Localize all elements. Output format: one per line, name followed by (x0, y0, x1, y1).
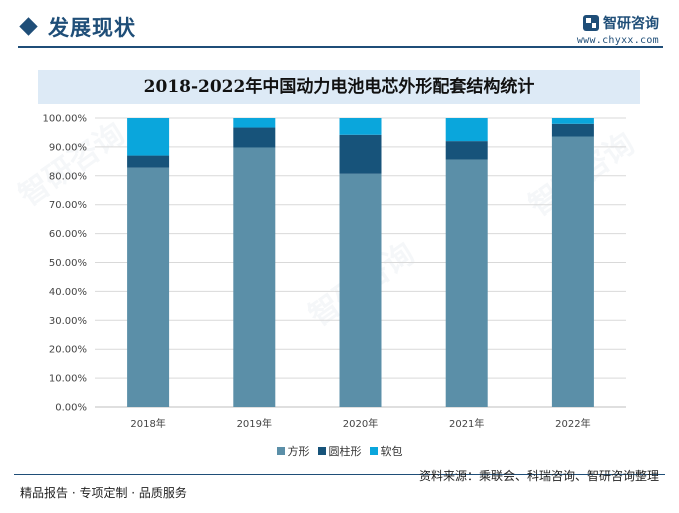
bar-segment-2-2 (339, 118, 382, 135)
x-axis: 2018年 2019年 2020年 2021年 2022年 (130, 417, 590, 430)
legend-label: 圆柱形 (328, 445, 362, 458)
y-tick-label: 90.00% (49, 142, 87, 153)
header-divider (18, 46, 663, 48)
y-tick-label: 80.00% (49, 171, 87, 182)
legend-item-2: 软包 (369, 443, 403, 459)
bar-segment-0-3 (445, 159, 488, 407)
chart-title: 2018-2022年中国动力电池电芯外形配套结构统计 (143, 77, 535, 97)
legend-label: 方形 (287, 445, 310, 458)
y-tick-label: 10.00% (49, 374, 87, 385)
x-tick-label: 2020年 (343, 417, 378, 430)
y-tick-label: 20.00% (49, 345, 87, 356)
diamond-icon (19, 17, 38, 36)
legend-item-1: 圆柱形 (317, 443, 362, 459)
legend-swatch (369, 447, 378, 455)
footer-divider (14, 474, 665, 475)
section-title: 发展现状 (48, 16, 136, 40)
y-tick-label: 50.00% (49, 258, 87, 269)
bar-segment-1-0 (127, 155, 170, 168)
legend-swatch (276, 447, 285, 455)
bar-segment-1-3 (445, 141, 488, 160)
y-axis: 0.00% 10.00% 20.00% 30.00% 40.00% 50.00% 60.00… (43, 114, 88, 414)
bar-segment-0-4 (551, 136, 594, 407)
bar-segment-1-2 (339, 134, 382, 174)
bar-segment-0-0 (127, 167, 170, 407)
y-tick-label: 30.00% (49, 316, 87, 327)
stacked-bar-chart: 0.00% 10.00% 20.00% 30.00% 40.00% 50.00% 60.00… (43, 114, 626, 430)
brand-logo: 智研咨询 www.chyxx.com (577, 12, 659, 46)
bar-segment-1-1 (233, 127, 276, 148)
bar-segment-0-1 (233, 147, 276, 407)
x-tick-label: 2019年 (237, 417, 272, 430)
legend-label: 软包 (380, 445, 403, 458)
chart-title-band: 2018-2022年中国动力电池电芯外形配套结构统计 (38, 70, 640, 104)
footer-tagline: 精品报告 · 专项定制 · 品质服务 (20, 486, 187, 500)
legend-swatch (317, 447, 326, 455)
bar-segment-2-3 (445, 118, 488, 142)
y-tick-label: 100.00% (43, 114, 88, 125)
y-tick-label: 60.00% (49, 229, 87, 240)
source-note: 资料来源：乘联会、科瑞咨询、智研咨询整理 (418, 469, 659, 483)
bar-segment-0-2 (339, 173, 382, 407)
y-tick-label: 0.00% (55, 403, 87, 414)
bar-segment-2-4 (551, 118, 594, 124)
y-tick-label: 70.00% (49, 200, 87, 211)
brand-name: 智研咨询 (603, 15, 659, 32)
page-header: 发展现状 智研咨询 www.chyxx.com (0, 0, 679, 52)
x-tick-label: 2018年 (130, 417, 165, 430)
bar-segment-2-1 (233, 118, 276, 128)
x-tick-label: 2021年 (449, 417, 484, 430)
brand-logo-icon (583, 14, 599, 31)
y-tick-label: 40.00% (49, 287, 87, 298)
x-tick-label: 2022年 (555, 417, 590, 430)
legend-item-0: 方形 (276, 443, 310, 459)
bars (127, 118, 594, 407)
chart-legend: 方形 圆柱形 软包 (0, 443, 679, 459)
bar-segment-1-4 (551, 123, 594, 137)
brand-url: www.chyxx.com (576, 34, 659, 46)
bar-segment-2-0 (127, 118, 170, 156)
